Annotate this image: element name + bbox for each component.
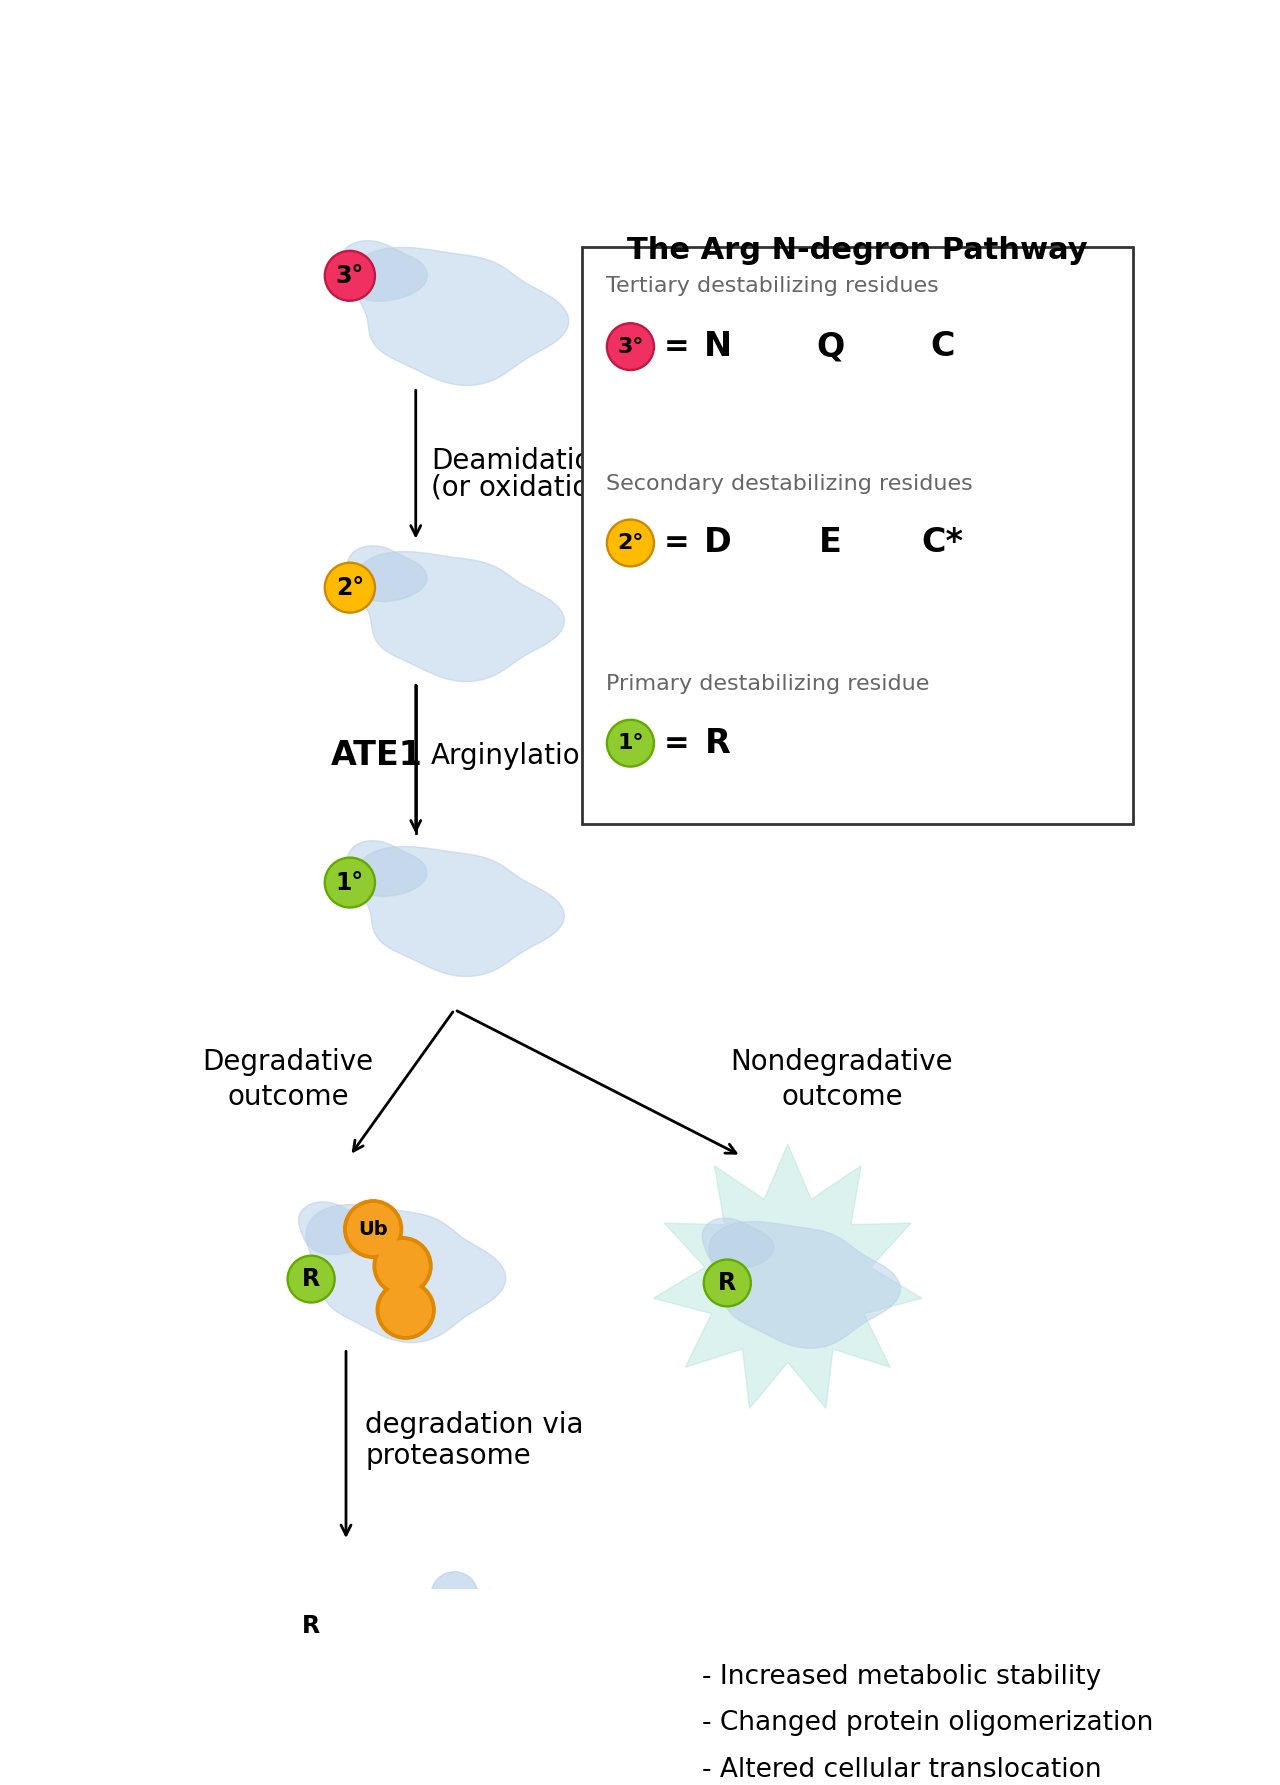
- Circle shape: [431, 1573, 477, 1617]
- Circle shape: [326, 564, 374, 610]
- Text: - Increased metabolic stability: - Increased metabolic stability: [703, 1664, 1102, 1690]
- Text: Tertiary destabilizing residues: Tertiary destabilizing residues: [605, 277, 938, 296]
- Text: N: N: [704, 330, 732, 362]
- Text: D: D: [704, 527, 732, 559]
- FancyBboxPatch shape: [582, 246, 1133, 825]
- Polygon shape: [298, 1201, 375, 1255]
- Polygon shape: [709, 1221, 900, 1348]
- Text: Secondary destabilizing residues: Secondary destabilizing residues: [605, 473, 973, 494]
- Polygon shape: [347, 546, 428, 602]
- Circle shape: [289, 1258, 333, 1301]
- Text: Primary destabilizing residue: Primary destabilizing residue: [605, 675, 929, 694]
- Circle shape: [324, 562, 375, 612]
- Polygon shape: [306, 1205, 506, 1342]
- Polygon shape: [654, 1144, 922, 1408]
- Text: R: R: [302, 1614, 320, 1637]
- Circle shape: [348, 1203, 398, 1255]
- Text: Ub: Ub: [358, 1219, 388, 1239]
- Text: =: =: [664, 528, 690, 557]
- Circle shape: [380, 1285, 431, 1335]
- Polygon shape: [703, 1217, 774, 1269]
- Polygon shape: [356, 552, 564, 682]
- Polygon shape: [352, 248, 568, 386]
- Circle shape: [703, 1258, 751, 1307]
- Circle shape: [609, 325, 652, 368]
- Circle shape: [378, 1241, 428, 1291]
- Text: 1°: 1°: [335, 871, 364, 894]
- Circle shape: [287, 1601, 335, 1649]
- Text: R: R: [302, 1267, 320, 1291]
- Text: 2°: 2°: [335, 575, 364, 600]
- Circle shape: [609, 521, 652, 564]
- Text: The Arg N-degron Pathway: The Arg N-degron Pathway: [627, 236, 1088, 264]
- Circle shape: [324, 857, 375, 909]
- Circle shape: [452, 1651, 495, 1694]
- Polygon shape: [340, 241, 428, 302]
- Circle shape: [374, 1237, 433, 1296]
- Text: degradation via: degradation via: [365, 1412, 584, 1439]
- Text: - Altered cellular translocation: - Altered cellular translocation: [703, 1756, 1102, 1783]
- Text: E: E: [819, 527, 842, 559]
- Circle shape: [500, 1610, 540, 1649]
- Text: C*: C*: [922, 527, 964, 559]
- Circle shape: [287, 1255, 335, 1303]
- Circle shape: [705, 1262, 749, 1305]
- Text: 3°: 3°: [335, 264, 364, 287]
- Polygon shape: [356, 846, 564, 976]
- Circle shape: [607, 323, 654, 371]
- Text: Degradative
outcome: Degradative outcome: [202, 1048, 374, 1110]
- Text: Arginylation: Arginylation: [431, 741, 599, 769]
- Text: Q: Q: [817, 330, 845, 362]
- Circle shape: [326, 859, 374, 905]
- Text: ATE1: ATE1: [330, 739, 422, 771]
- Circle shape: [289, 1605, 333, 1648]
- Text: R: R: [705, 726, 731, 760]
- Text: =: =: [664, 728, 690, 757]
- Circle shape: [326, 253, 374, 298]
- Text: Nondegradative
outcome: Nondegradative outcome: [731, 1048, 954, 1110]
- Text: 3°: 3°: [617, 337, 644, 357]
- Circle shape: [379, 1639, 421, 1681]
- Circle shape: [486, 1644, 524, 1681]
- Circle shape: [607, 719, 654, 768]
- Text: 1°: 1°: [617, 734, 644, 753]
- Text: 2°: 2°: [617, 534, 644, 553]
- Text: - Changed protein oligomerization: - Changed protein oligomerization: [703, 1710, 1153, 1737]
- Circle shape: [609, 721, 652, 764]
- Text: proteasome: proteasome: [365, 1442, 531, 1471]
- Circle shape: [607, 519, 654, 568]
- Text: =: =: [664, 332, 690, 361]
- Circle shape: [343, 1599, 387, 1644]
- Circle shape: [343, 1200, 403, 1258]
- Polygon shape: [347, 841, 428, 896]
- Text: R: R: [718, 1271, 736, 1294]
- Circle shape: [324, 250, 375, 302]
- Circle shape: [468, 1589, 511, 1631]
- Circle shape: [376, 1280, 435, 1339]
- Text: C: C: [931, 330, 955, 362]
- Circle shape: [412, 1649, 451, 1687]
- Circle shape: [379, 1592, 419, 1631]
- Text: (or oxidation*): (or oxidation*): [431, 473, 631, 502]
- Text: Deamidation: Deamidation: [431, 446, 609, 475]
